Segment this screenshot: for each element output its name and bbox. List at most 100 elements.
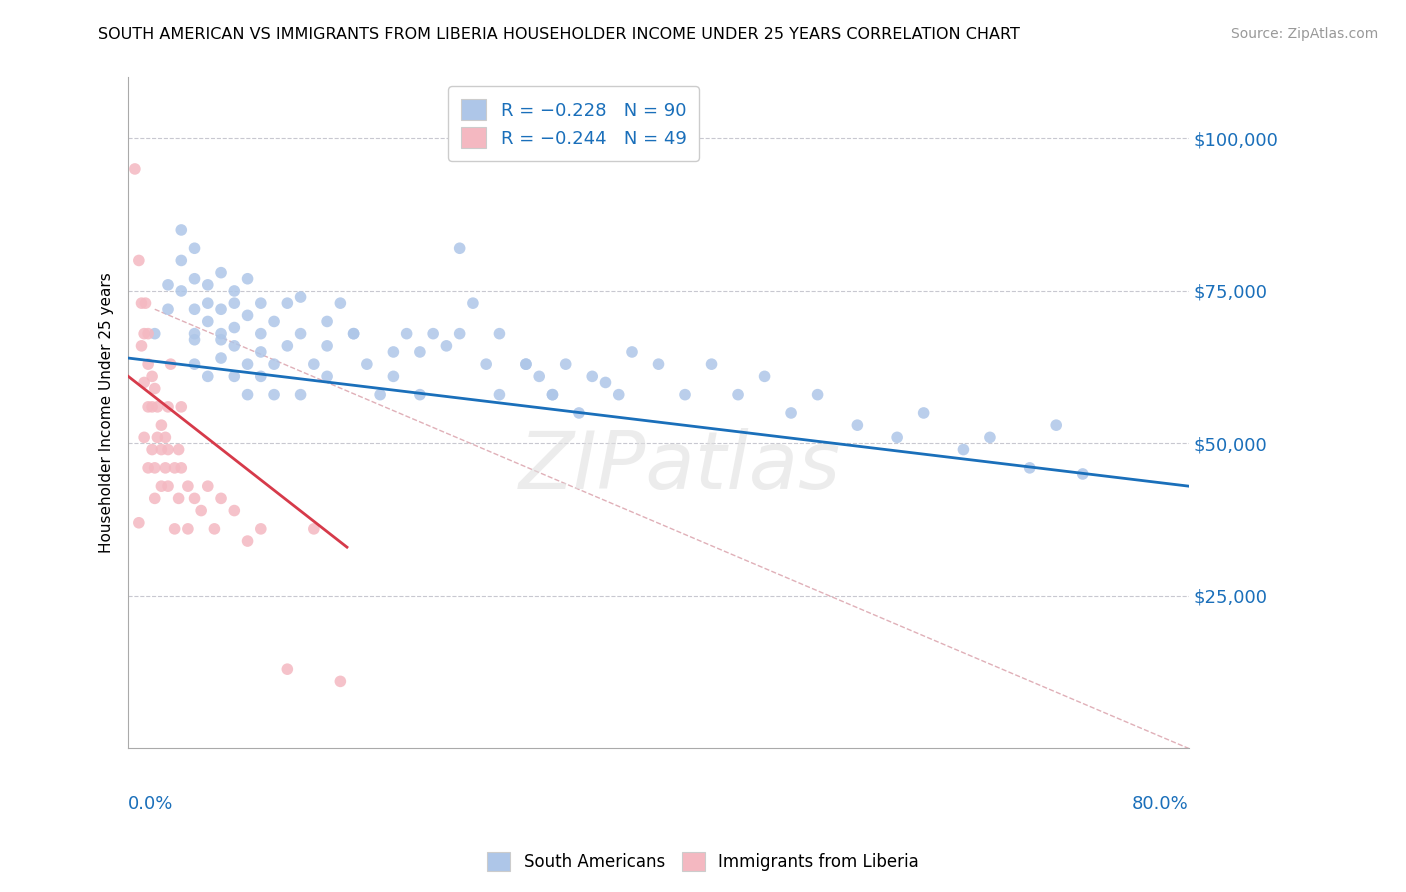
Point (1018, 461, 1040, 475)
Point (163, 522, 186, 536)
Point (541, 387, 564, 401)
Point (183, 326, 205, 341)
Point (150, 479, 173, 493)
Point (290, 387, 312, 401)
Point (236, 387, 259, 401)
Point (263, 387, 285, 401)
Point (846, 418, 869, 433)
Point (128, 516, 150, 530)
Point (488, 326, 510, 341)
Point (134, 326, 156, 341)
Point (134, 296, 156, 310)
Point (236, 309, 259, 323)
Point (143, 382, 166, 396)
Point (197, 314, 219, 328)
Point (170, 253, 193, 268)
Point (595, 376, 617, 390)
Point (673, 387, 696, 401)
Point (236, 357, 259, 371)
Point (515, 357, 537, 371)
Point (134, 376, 156, 390)
Point (449, 326, 471, 341)
Point (409, 345, 432, 359)
Point (136, 326, 159, 341)
Point (607, 387, 630, 401)
Point (177, 522, 200, 536)
Point (170, 400, 193, 414)
Point (952, 442, 974, 457)
Point (209, 351, 232, 365)
Point (250, 345, 273, 359)
Point (167, 491, 190, 506)
Point (807, 387, 830, 401)
Point (157, 302, 180, 317)
Point (554, 357, 576, 371)
Point (141, 400, 163, 414)
Point (146, 430, 169, 444)
Point (141, 369, 163, 384)
Point (329, 674, 352, 689)
Point (236, 272, 259, 286)
Point (183, 333, 205, 347)
Point (134, 430, 156, 444)
Point (136, 461, 159, 475)
Point (316, 339, 339, 353)
Point (131, 296, 153, 310)
Point (209, 266, 232, 280)
Point (316, 369, 339, 384)
Point (183, 272, 205, 286)
Point (250, 522, 273, 536)
Point (224, 369, 246, 384)
Point (209, 333, 232, 347)
Text: 80.0%: 80.0% (1132, 796, 1189, 814)
Legend: South Americans, Immigrants from Liberia: South Americans, Immigrants from Liberia (478, 843, 928, 880)
Point (157, 400, 180, 414)
Point (157, 277, 180, 292)
Point (143, 491, 166, 506)
Point (316, 314, 339, 328)
Point (422, 326, 444, 341)
Point (167, 442, 190, 457)
Point (343, 326, 366, 341)
Point (224, 284, 246, 298)
Point (356, 357, 378, 371)
Point (136, 357, 159, 371)
Point (141, 442, 163, 457)
Point (170, 284, 193, 298)
Point (290, 290, 312, 304)
Point (197, 277, 219, 292)
Point (276, 296, 298, 310)
Point (250, 369, 273, 384)
Legend: R = −0.228   N = 90, R = −0.244   N = 49: R = −0.228 N = 90, R = −0.244 N = 49 (449, 87, 699, 161)
Point (290, 326, 312, 341)
Point (170, 223, 193, 237)
Point (727, 387, 749, 401)
Point (780, 406, 803, 420)
Point (475, 357, 498, 371)
Point (163, 461, 186, 475)
Point (461, 296, 484, 310)
Point (647, 357, 669, 371)
Point (700, 357, 723, 371)
Point (368, 387, 391, 401)
Point (143, 326, 166, 341)
Point (1071, 467, 1094, 481)
Point (302, 357, 325, 371)
Point (159, 357, 181, 371)
Point (128, 253, 150, 268)
Point (224, 296, 246, 310)
Point (131, 339, 153, 353)
Point (382, 369, 405, 384)
Point (263, 314, 285, 328)
Point (395, 326, 418, 341)
Point (1045, 418, 1067, 433)
Point (150, 418, 173, 433)
Point (143, 461, 166, 475)
Point (263, 357, 285, 371)
Point (150, 442, 173, 457)
Point (436, 339, 458, 353)
Point (209, 302, 232, 317)
Point (329, 296, 352, 310)
Point (382, 345, 405, 359)
Point (209, 491, 232, 506)
